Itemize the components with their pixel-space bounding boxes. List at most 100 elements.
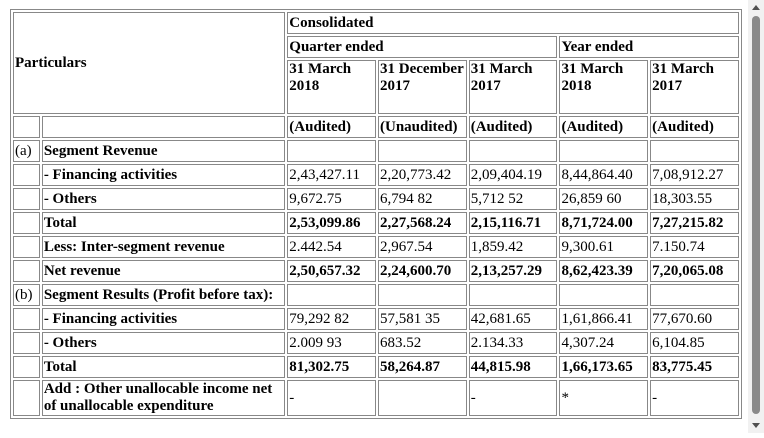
cell-value: 7,08,912.27: [650, 164, 739, 186]
cell-value: [378, 284, 467, 306]
cell-value: 1,859.42: [468, 236, 558, 258]
cell-value: 81,302.75: [287, 356, 377, 378]
cell-value: [287, 140, 377, 162]
row-code: [13, 212, 40, 234]
cell-value: 77,670.60: [650, 308, 739, 330]
empty-cell: [41, 116, 286, 138]
row-code: (b): [13, 284, 40, 306]
cell-value: [378, 380, 467, 416]
cell-value: 2,24,600.70: [378, 260, 467, 282]
cell-value: -: [468, 380, 558, 416]
row-code: [13, 332, 40, 354]
cell-value: [287, 284, 377, 306]
cell-value: 8,44,864.40: [559, 164, 649, 186]
data-row: Total 81,302.75 58,264.87 44,815.98 1,66,173…: [13, 356, 739, 378]
cell-value: 2,43,427.11: [287, 164, 377, 186]
data-row: Net revenue 2,50,657.32 2,24,600.70 2,13,25…: [13, 260, 739, 282]
header-row: (Audited) (Unaudited) (Audited) (Audited) (A…: [13, 116, 739, 138]
row-code: [13, 188, 40, 210]
cell-value: 2,27,568.24: [378, 212, 467, 234]
row-label: - Others: [41, 188, 286, 210]
cell-value: 683.52: [378, 332, 467, 354]
row-code: [13, 164, 40, 186]
row-label: - Financing activities: [41, 308, 286, 330]
row-label: Less: Inter-segment revenue: [41, 236, 286, 258]
cell-value: 83,775.45: [650, 356, 739, 378]
cell-value: [559, 284, 649, 306]
consolidated-header: Consolidated: [287, 12, 739, 34]
audit-header: (Unaudited): [378, 116, 467, 138]
cell-value: 7,27,215.82: [650, 212, 739, 234]
particulars-header: Particulars: [13, 12, 286, 114]
cell-value: 1,66,173.65: [559, 356, 649, 378]
data-row: - Financing activities 79,292 82 57,581 35…: [13, 308, 739, 330]
cell-value: 2,50,657.32: [287, 260, 377, 282]
cell-value: 6,104.85: [650, 332, 739, 354]
header-row: Particulars Consolidated: [13, 12, 739, 114]
scrollbar-arrows: [752, 5, 760, 428]
audit-header: (Audited): [468, 116, 558, 138]
row-label: Total: [41, 356, 286, 378]
cell-value: [650, 140, 739, 162]
cell-value: 2,09,404.19: [468, 164, 558, 186]
cell-value: 42,681.65: [468, 308, 558, 330]
data-row: Total 2,53,099.86 2,27,568.24 2,15,116.71 8,…: [13, 212, 739, 234]
cell-value: 5,712 52: [468, 188, 558, 210]
cell-value: [468, 140, 558, 162]
cell-value: 9,300.61: [559, 236, 649, 258]
row-label: Net revenue: [41, 260, 286, 282]
cell-value: [468, 284, 558, 306]
cell-value: 26,859 60: [559, 188, 649, 210]
audit-header: (Audited): [650, 116, 739, 138]
scrollbar-thumb[interactable]: [752, 16, 760, 414]
cell-value: 8,71,724.00: [559, 212, 649, 234]
cell-value: [650, 284, 739, 306]
period-header: 31 March 2018: [559, 60, 649, 114]
row-code: (a): [13, 140, 40, 162]
row-code: [13, 260, 40, 282]
cell-value: 2,967.54: [378, 236, 467, 258]
row-code: [13, 356, 40, 378]
row-code: [13, 236, 40, 258]
row-code: [13, 380, 40, 416]
data-row: - Others 9,672.75 6,794 82 5,712 52 26,859 6…: [13, 188, 739, 210]
row-label: Segment Revenue: [41, 140, 286, 162]
row-code: [13, 308, 40, 330]
period-header: 31 December 2017: [378, 60, 467, 114]
data-row: Add : Other unallocable income net of un…: [13, 380, 739, 416]
scrollbar[interactable]: [748, 0, 764, 433]
cell-value: 2,20,773.42: [378, 164, 467, 186]
cell-value: *: [559, 380, 649, 416]
year-header: Year ended: [559, 36, 739, 58]
row-label: - Others: [41, 332, 286, 354]
cell-value: [559, 140, 649, 162]
cell-value: -: [287, 380, 377, 416]
cell-value: [378, 140, 467, 162]
data-row: (b) Segment Results (Profit before tax):: [13, 284, 739, 306]
header-row: Quarter ended Year ended: [13, 36, 739, 58]
cell-value: 2.134.33: [468, 332, 558, 354]
row-label: Segment Results (Profit before tax):: [41, 284, 286, 306]
cell-value: 1,61,866.41: [559, 308, 649, 330]
cell-value: 2,53,099.86: [287, 212, 377, 234]
cell-value: 58,264.87: [378, 356, 467, 378]
cell-value: 57,581 35: [378, 308, 467, 330]
row-label: - Financing activities: [41, 164, 286, 186]
cell-value: 6,794 82: [378, 188, 467, 210]
cell-value: 18,303.55: [650, 188, 739, 210]
cell-value: 2.442.54: [287, 236, 377, 258]
cell-value: 2.009 93: [287, 332, 377, 354]
cell-value: 2,13,257.29: [468, 260, 558, 282]
viewport: Particulars Consolidated Quarter ended Year…: [10, 9, 742, 419]
audit-header: (Audited): [559, 116, 649, 138]
data-row: Less: Inter-segment revenue 2.442.54 2,967…: [13, 236, 739, 258]
cell-value: 79,292 82: [287, 308, 377, 330]
data-row: - Others 2.009 93 683.52 2.134.33 4,307.24 6,…: [13, 332, 739, 354]
period-header: 31 March 2017: [650, 60, 739, 114]
row-label: Total: [41, 212, 286, 234]
data-row: (a) Segment Revenue: [13, 140, 739, 162]
cell-value: 7,20,065.08: [650, 260, 739, 282]
header-row: 31 March 2018 31 December 2017 31 March 20…: [13, 60, 739, 114]
cell-value: -: [650, 380, 739, 416]
